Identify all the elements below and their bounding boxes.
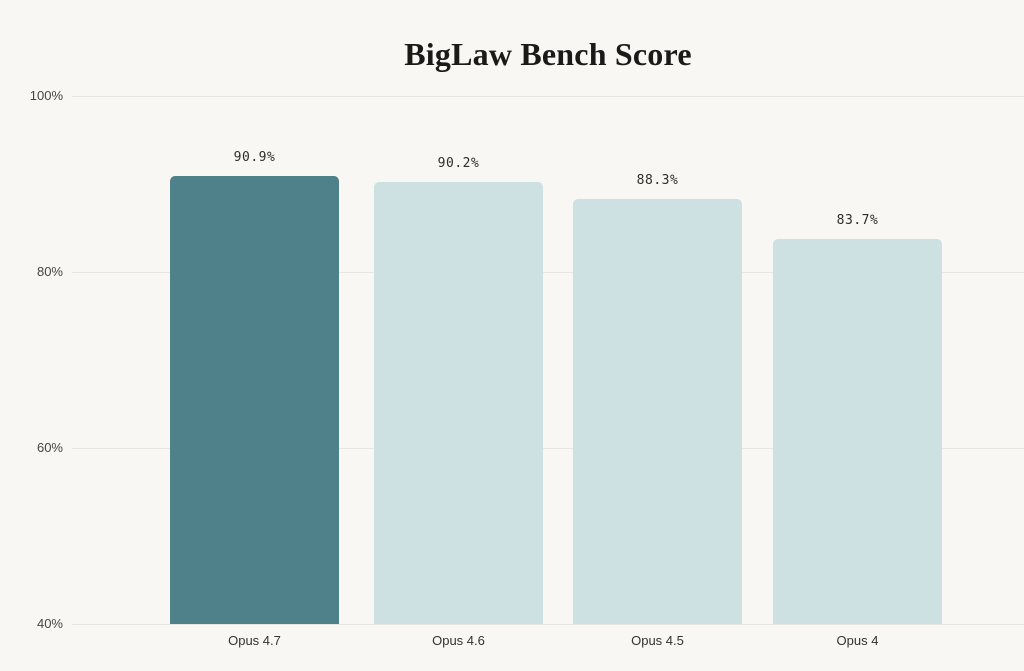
bar-opus-4-7 xyxy=(170,176,339,624)
y-axis-tick-label: 100% xyxy=(29,88,63,103)
bar-value-label: 83.7% xyxy=(836,213,879,229)
y-axis-tick-label: 60% xyxy=(36,440,63,455)
gridline xyxy=(72,623,1024,625)
y-axis-tick-label: 80% xyxy=(36,264,63,279)
bar-value-label: 88.3% xyxy=(636,172,679,188)
chart-title: BigLaw Bench Score xyxy=(404,36,692,72)
x-axis-category-label: Opus 4.7 xyxy=(228,633,281,648)
bar-opus-4 xyxy=(773,239,942,624)
x-axis-category-label: Opus 4.6 xyxy=(432,633,485,648)
bar-opus-4-6 xyxy=(374,182,543,624)
gridline xyxy=(72,271,1024,273)
bar-value-label: 90.9% xyxy=(233,150,276,166)
y-axis-tick-label: 40% xyxy=(36,616,63,631)
x-axis-category-label: Opus 4.5 xyxy=(631,633,684,648)
gridline xyxy=(72,447,1024,449)
bar-value-label: 90.2% xyxy=(437,156,480,172)
bar-opus-4-5 xyxy=(573,198,742,624)
gridline xyxy=(72,95,1024,97)
x-axis-category-label: Opus 4 xyxy=(836,633,879,648)
